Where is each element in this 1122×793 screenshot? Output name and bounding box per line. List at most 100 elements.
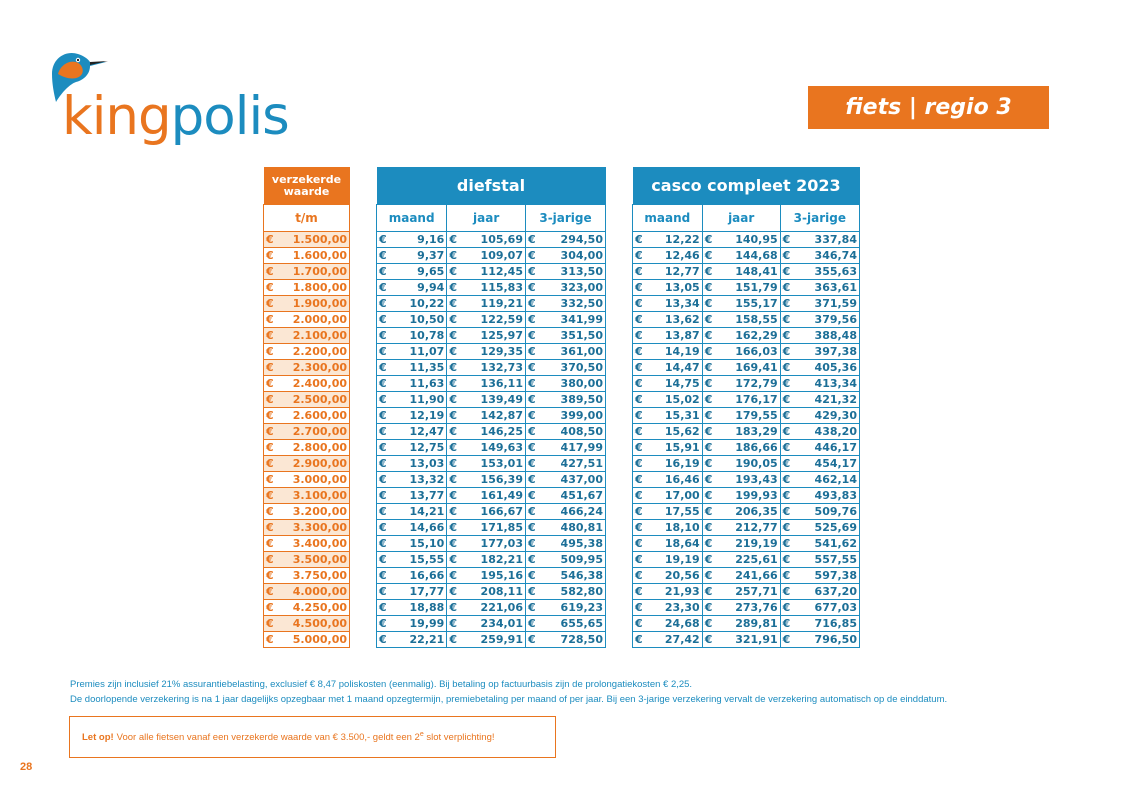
amount-cell: 582,80 [537, 583, 606, 600]
table-row: €23,30 €273,76 €677,03 [632, 599, 860, 616]
currency-sign: € [779, 535, 792, 552]
currency-sign: € [525, 487, 537, 504]
currency-sign: € [446, 631, 459, 648]
amount-cell: 2.300,00 [275, 359, 350, 376]
currency-sign: € [525, 295, 537, 312]
amount-cell: 13,05 [644, 279, 703, 296]
amount-cell: 136,11 [458, 375, 527, 392]
currency-sign: € [376, 567, 388, 584]
currency-sign: € [525, 519, 537, 536]
table-row: €2.700,00 [263, 423, 350, 440]
currency-sign: € [701, 455, 714, 472]
currency-sign: € [446, 247, 459, 264]
currency-sign: € [446, 487, 459, 504]
amount-cell: 172,79 [713, 375, 781, 392]
currency-sign: € [263, 327, 275, 344]
currency-sign: € [446, 455, 459, 472]
table-row: €2.000,00 [263, 311, 350, 328]
amount-cell: 15,62 [644, 423, 703, 440]
currency-sign: € [701, 279, 714, 296]
currency-sign: € [525, 391, 537, 408]
currency-sign: € [632, 487, 644, 504]
amount-cell: 355,63 [791, 263, 860, 280]
currency-sign: € [632, 519, 644, 536]
table-row: €2.200,00 [263, 343, 350, 360]
table-row: €2.800,00 [263, 439, 350, 456]
currency-sign: € [779, 567, 792, 584]
currency-sign: € [701, 327, 714, 344]
amount-cell: 361,00 [537, 343, 606, 360]
currency-sign: € [632, 503, 644, 520]
amount-cell: 162,29 [713, 327, 781, 344]
currency-sign: € [632, 279, 644, 296]
amount-cell: 206,35 [713, 503, 781, 520]
col-jaar: jaar [446, 204, 526, 232]
currency-sign: € [376, 487, 388, 504]
amount-cell: 193,43 [713, 471, 781, 488]
logo-wordmark: kingpolis [62, 90, 290, 143]
amount-cell: 493,83 [791, 487, 860, 504]
amount-cell: 183,29 [713, 423, 781, 440]
amount-cell: 14,19 [644, 343, 703, 360]
amount-cell: 148,41 [713, 263, 781, 280]
amount-cell: 171,85 [458, 519, 527, 536]
currency-sign: € [701, 407, 714, 424]
amount-cell: 12,75 [388, 439, 448, 456]
amount-cell: 546,38 [537, 567, 606, 584]
amount-cell: 155,17 [713, 295, 781, 312]
amount-cell: 12,19 [388, 407, 448, 424]
amount-cell: 15,91 [644, 439, 703, 456]
table-row: €11,07 €129,35 €361,00 [376, 343, 606, 360]
currency-sign: € [701, 439, 714, 456]
currency-sign: € [525, 615, 537, 632]
amount-cell: 18,88 [388, 599, 448, 616]
table-row: €19,99 €234,01 €655,65 [376, 615, 606, 632]
table-row: €9,94 €115,83 €323,00 [376, 279, 606, 296]
currency-sign: € [263, 279, 275, 296]
amount-cell: 112,45 [458, 263, 527, 280]
amount-cell: 9,94 [388, 279, 448, 296]
amount-cell: 12,77 [644, 263, 703, 280]
table-row: €2.100,00 [263, 327, 350, 344]
amount-cell: 20,56 [644, 567, 703, 584]
table-row: €15,10 €177,03 €495,38 [376, 535, 606, 552]
currency-sign: € [779, 423, 792, 440]
currency-sign: € [525, 247, 537, 264]
currency-sign: € [446, 327, 459, 344]
currency-sign: € [632, 375, 644, 392]
table-row: €11,35 €132,73 €370,50 [376, 359, 606, 376]
table-row: €11,90 €139,49 €389,50 [376, 391, 606, 408]
amount-cell: 225,61 [713, 551, 781, 568]
amount-cell: 221,06 [458, 599, 527, 616]
amount-cell: 22,21 [388, 631, 448, 648]
amount-cell: 14,47 [644, 359, 703, 376]
amount-cell: 15,31 [644, 407, 703, 424]
table-row: €14,75 €172,79 €413,34 [632, 375, 860, 392]
table-row: €15,02 €176,17 €421,32 [632, 391, 860, 408]
amount-cell: 144,68 [713, 247, 781, 264]
currency-sign: € [376, 391, 388, 408]
currency-sign: € [446, 535, 459, 552]
currency-sign: € [446, 295, 459, 312]
category-badge: fiets | regio 3 [808, 86, 1049, 129]
casco-title: casco compleet 2023 [632, 167, 860, 204]
currency-sign: € [446, 599, 459, 616]
amount-cell: 166,03 [713, 343, 781, 360]
amount-cell: 3.000,00 [275, 471, 350, 488]
amount-cell: 427,51 [537, 455, 606, 472]
table-row: €15,62 €183,29 €438,20 [632, 423, 860, 440]
currency-sign: € [446, 279, 459, 296]
currency-sign: € [525, 599, 537, 616]
amount-cell: 151,79 [713, 279, 781, 296]
currency-sign: € [446, 423, 459, 440]
table-row: €18,10 €212,77 €525,69 [632, 519, 860, 536]
currency-sign: € [632, 631, 644, 648]
currency-sign: € [779, 439, 792, 456]
currency-sign: € [376, 471, 388, 488]
currency-sign: € [446, 567, 459, 584]
page-number: 28 [20, 761, 33, 773]
currency-sign: € [263, 567, 275, 584]
amount-cell: 21,93 [644, 583, 703, 600]
table-row: €1.800,00 [263, 279, 350, 296]
currency-sign: € [376, 439, 388, 456]
